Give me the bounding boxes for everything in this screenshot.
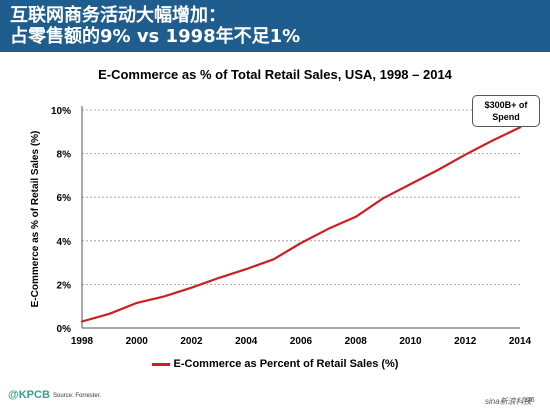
header-title-line-2: 占零售额的9% vs 1998年不足1% xyxy=(10,26,301,47)
series-line xyxy=(80,126,522,323)
chart-legend: E-Commerce as Percent of Retail Sales (%… xyxy=(0,358,550,370)
legend-label: E-Commerce as Percent of Retail Sales (%… xyxy=(173,358,399,370)
source-note: Source: Forrester. xyxy=(53,393,102,399)
header-title-line-1: 互联网商务活动大幅增加： xyxy=(10,5,226,26)
x-tick-label: 2004 xyxy=(235,336,258,347)
x-tick-label: 2000 xyxy=(126,336,149,347)
spend-callout: $300B+ of Spend xyxy=(472,95,540,127)
page-number: 126 xyxy=(523,397,535,404)
x-tick-label: 2006 xyxy=(290,336,313,347)
y-tick-label: 0% xyxy=(57,324,72,335)
callout-line-1: $300B+ of xyxy=(484,100,528,110)
y-tick-label: 8% xyxy=(57,150,72,161)
callout-line-2: Spend xyxy=(492,112,520,122)
x-tick-label: 2012 xyxy=(454,336,477,347)
x-tick-label: 2010 xyxy=(399,336,422,347)
x-tick-label: 1998 xyxy=(71,336,94,347)
legend-swatch xyxy=(151,362,170,366)
y-axis-title: E-Commerce as % of Retail Sales (%) xyxy=(30,131,41,308)
y-tick-label: 2% xyxy=(57,280,72,291)
sina-watermark: sina新浪科技 xyxy=(485,397,532,406)
slide-header: 互联网商务活动大幅增加： 占零售额的9% vs 1998年不足1% xyxy=(0,0,550,52)
y-tick-label: 10% xyxy=(51,106,71,117)
kpcb-logo: @KPCB xyxy=(8,389,50,401)
chart-title: E-Commerce as % of Total Retail Sales, U… xyxy=(98,67,452,82)
x-tick-label: 2014 xyxy=(509,336,532,347)
x-tick-label: 2002 xyxy=(180,336,203,347)
x-tick-label: 2008 xyxy=(345,336,368,347)
y-tick-label: 6% xyxy=(57,193,72,204)
y-tick-label: 4% xyxy=(57,237,72,248)
